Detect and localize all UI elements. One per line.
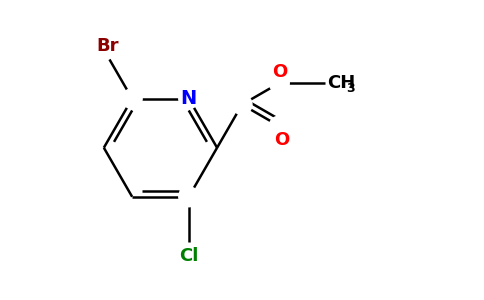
Text: O: O <box>272 63 287 81</box>
Text: CH: CH <box>327 74 355 92</box>
Text: Cl: Cl <box>179 247 198 265</box>
Circle shape <box>269 116 289 136</box>
Circle shape <box>269 73 289 93</box>
Text: 3: 3 <box>346 82 354 95</box>
Text: Br: Br <box>96 37 119 55</box>
Circle shape <box>122 89 142 109</box>
Text: O: O <box>274 130 289 148</box>
Circle shape <box>232 94 252 115</box>
Circle shape <box>179 89 199 109</box>
Text: N: N <box>181 89 197 108</box>
Circle shape <box>179 187 199 207</box>
